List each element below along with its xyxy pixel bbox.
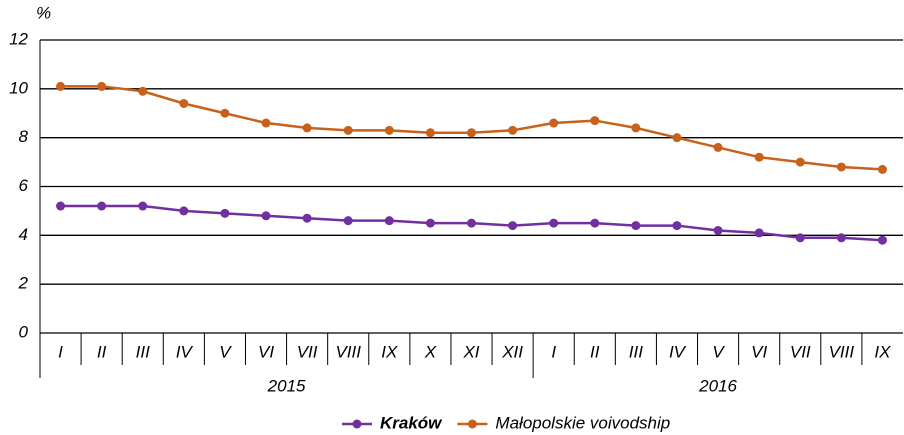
data-point <box>508 221 518 231</box>
x-tick-label: IX <box>381 342 398 361</box>
data-point <box>302 123 312 133</box>
data-point <box>138 86 148 96</box>
y-tick-label: 8 <box>19 127 29 146</box>
legend-label: Małopolskie voivodship <box>495 413 670 432</box>
data-point <box>713 142 723 152</box>
x-tick-label: VIII <box>829 342 855 361</box>
data-point <box>425 218 435 228</box>
data-point <box>425 128 435 138</box>
y-axis-label: % <box>36 3 51 22</box>
data-point <box>138 201 148 211</box>
year-label: 2015 <box>267 376 306 395</box>
data-point <box>56 81 66 91</box>
data-point <box>343 125 353 135</box>
y-tick-label: 0 <box>19 322 29 341</box>
data-point <box>631 221 641 231</box>
x-tick-label: VIII <box>335 342 361 361</box>
y-tick-label: 2 <box>18 274 29 293</box>
data-point <box>836 162 846 172</box>
x-tick-label: III <box>136 342 150 361</box>
data-point <box>672 133 682 143</box>
data-point <box>179 98 189 108</box>
data-point <box>467 218 476 228</box>
x-tick-label: V <box>712 342 725 361</box>
y-tick-label: 10 <box>9 78 28 97</box>
y-tick-label: 6 <box>19 176 29 195</box>
data-point <box>877 235 887 245</box>
data-point <box>261 211 271 221</box>
data-point <box>836 233 846 243</box>
data-point <box>343 216 353 226</box>
x-tick-label: V <box>219 342 232 361</box>
data-point <box>754 152 764 162</box>
data-point <box>549 218 559 228</box>
data-point <box>97 201 107 211</box>
x-tick-label: VI <box>751 342 767 361</box>
x-tick-label: VII <box>790 342 811 361</box>
data-point <box>261 118 271 128</box>
data-point <box>590 116 600 126</box>
x-tick-label: IV <box>176 342 194 361</box>
y-tick-label: 4 <box>19 225 28 244</box>
data-point <box>590 218 600 228</box>
data-point <box>754 228 764 238</box>
x-tick-label: VI <box>258 342 274 361</box>
x-tick-label: IV <box>669 342 687 361</box>
y-tick-label: 12 <box>9 29 28 48</box>
data-point <box>56 201 66 211</box>
x-tick-label: IX <box>874 342 891 361</box>
data-point <box>795 233 805 243</box>
x-tick-label: III <box>629 342 643 361</box>
data-point <box>384 216 394 226</box>
data-point <box>631 123 641 133</box>
x-tick-label: I <box>551 342 556 361</box>
data-point <box>302 213 312 223</box>
data-point <box>467 128 476 138</box>
year-label: 2016 <box>698 376 737 395</box>
data-point <box>97 81 107 91</box>
data-point <box>713 225 723 235</box>
data-point <box>220 108 230 118</box>
x-tick-label: I <box>58 342 63 361</box>
data-point <box>672 221 682 231</box>
x-tick-label: II <box>97 342 107 361</box>
x-tick-label: II <box>590 342 600 361</box>
legend-label: Kraków <box>380 413 443 432</box>
data-point <box>179 206 189 216</box>
x-tick-label: VII <box>297 342 318 361</box>
data-point <box>384 125 394 135</box>
x-tick-label: X <box>424 342 437 361</box>
legend-marker <box>467 419 477 429</box>
data-point <box>220 208 230 218</box>
data-point <box>549 118 559 128</box>
data-point <box>508 125 518 135</box>
data-point <box>795 157 805 167</box>
x-tick-label: XII <box>501 342 523 361</box>
x-tick-label: XI <box>462 342 479 361</box>
legend-marker <box>352 419 362 429</box>
data-point <box>877 164 887 174</box>
